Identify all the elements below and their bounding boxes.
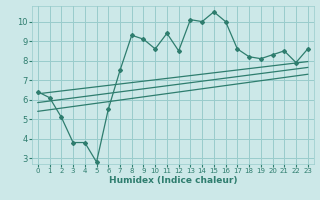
X-axis label: Humidex (Indice chaleur): Humidex (Indice chaleur) — [108, 176, 237, 185]
